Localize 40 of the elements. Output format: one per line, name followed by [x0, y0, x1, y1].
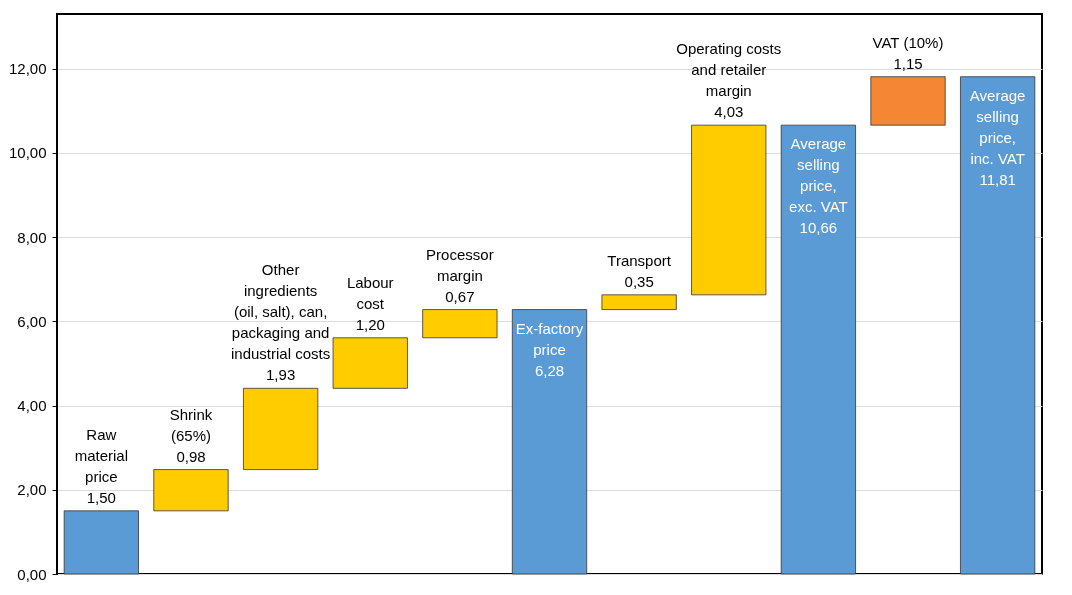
- x-tick-label: Ex-factory price: [515, 319, 584, 358]
- y-tick-label: 4,00: [17, 397, 47, 415]
- data-label: 1,50: [86, 488, 116, 506]
- y-tick-label: 8,00: [17, 228, 47, 246]
- data-label: 10,66: [799, 219, 838, 237]
- bar: [243, 387, 319, 470]
- bar: [153, 469, 229, 512]
- x-tick-label: Average selling price, exc. VAT: [789, 135, 848, 216]
- y-tick-label: 6,00: [17, 312, 47, 330]
- data-label: 11,81: [979, 170, 1016, 188]
- x-tick-label: Labour cost: [346, 273, 394, 312]
- x-tick-label: Processor margin: [426, 245, 494, 284]
- data-label: 4,03: [714, 103, 744, 121]
- y-tick-label: 12,00: [8, 60, 47, 78]
- data-label: 6,28: [534, 361, 565, 379]
- bar: [601, 294, 677, 310]
- bar: [63, 510, 139, 575]
- y-tick-label: 10,00: [8, 144, 47, 162]
- x-tick-label: Average selling price, inc. VAT: [969, 86, 1026, 167]
- data-label: 1,93: [266, 366, 296, 384]
- x-tick-label: Transport: [607, 251, 672, 269]
- bar: [960, 76, 1036, 575]
- data-label: 0,35: [624, 272, 654, 290]
- bar: [332, 337, 408, 389]
- x-tick-label: Operating costs and retailer margin: [676, 40, 782, 100]
- y-tick-label: 0,00: [17, 565, 47, 583]
- data-label: 1,20: [355, 315, 385, 333]
- y-tick-label: 2,00: [17, 481, 47, 499]
- x-tick-label: VAT (10%): [872, 33, 944, 51]
- data-label: 1,15: [893, 54, 923, 72]
- data-label: 0,98: [176, 447, 206, 465]
- bar: [691, 124, 767, 296]
- bar: [780, 124, 856, 575]
- bar: [870, 76, 946, 126]
- bar: [511, 309, 588, 575]
- x-tick-label: Shrink (65%): [169, 405, 213, 444]
- bar: [422, 309, 498, 339]
- x-tick-label: Raw material price: [74, 425, 129, 485]
- x-tick-label: Other ingredients (oil, salt), can, packaging and industrial costs: [231, 261, 331, 363]
- data-label: 0,67: [445, 287, 475, 305]
